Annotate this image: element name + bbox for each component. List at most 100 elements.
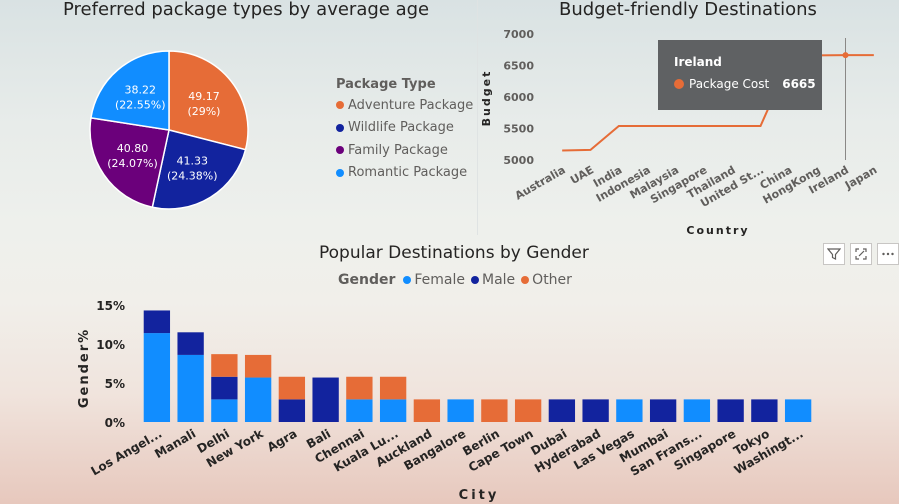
bar-segment-other[interactable] [481, 399, 508, 422]
bar-segment-female[interactable] [177, 354, 204, 422]
filter-icon [827, 248, 841, 260]
bar-segment-other[interactable] [413, 399, 441, 422]
bar-segment-male[interactable] [211, 376, 238, 400]
bar-legend-item-other[interactable]: Other [521, 272, 572, 288]
bar-segment-male[interactable] [717, 399, 744, 422]
focus-mode-icon [855, 248, 867, 260]
pie-slice-value-label: 49.17 [188, 90, 220, 103]
line-y-tick-label: 5000 [503, 154, 534, 167]
line-y-tick-label: 6000 [503, 91, 534, 104]
bar-segment-male[interactable] [751, 399, 778, 422]
bar-segment-male[interactable] [143, 310, 171, 334]
line-hover-point[interactable] [842, 52, 849, 59]
legend-dot [471, 276, 479, 284]
pie-slice-percent-label: (22.55%) [115, 98, 166, 111]
legend-label: Wildlife Package [348, 120, 454, 136]
bar-y-tick-label: 5% [105, 377, 125, 391]
bar-segment-female[interactable] [379, 399, 407, 422]
line-y-axis-title: Budget [480, 70, 493, 127]
bar-segment-other[interactable] [346, 376, 373, 400]
bar-legend-item-male[interactable]: Male [471, 272, 515, 288]
bar-segment-other[interactable] [244, 354, 272, 378]
bar-segment-female[interactable] [211, 399, 238, 422]
line-x-tick-label: UAE [568, 163, 596, 187]
legend-label: Adventure Package [348, 97, 474, 113]
pie-legend-title: Package Type [336, 77, 436, 92]
legend-label: Romantic Package [348, 165, 468, 181]
bar-segment-male[interactable] [278, 399, 306, 422]
legend-label: Male [482, 272, 516, 288]
bar-segment-male[interactable] [177, 332, 204, 355]
pie-legend-item-family-package[interactable]: Family Package [336, 139, 473, 162]
bar-segment-female[interactable] [447, 399, 474, 422]
line-chart-title: Budget-friendly Destinations [559, 0, 817, 20]
bar-legend: Gender Female Male Other [338, 272, 572, 288]
panel-divider [477, 0, 478, 235]
pie-legend-item-romantic-package[interactable]: Romantic Package [336, 162, 473, 185]
line-panel: Budget-friendly Destinations 5000 5500 600… [478, 0, 899, 240]
legend-dot [336, 101, 344, 110]
pie-panel: Preferred package types by average age 4… [0, 0, 476, 235]
bar-segment-male[interactable] [582, 399, 609, 422]
legend-label: Female [414, 272, 465, 288]
pie-slice-value-label: 41.33 [176, 155, 208, 168]
bar-segment-male[interactable] [649, 399, 677, 422]
bar-legend-title: Gender [338, 272, 396, 288]
bar-y-tick-label: 15% [96, 299, 125, 313]
tooltip-series-name: Package Cost [689, 77, 770, 91]
line-y-tick-label: 7000 [503, 28, 534, 41]
line-x-tick-label: Japan [842, 163, 879, 192]
bar-segment-other[interactable] [379, 376, 407, 400]
pie-legend: Package Type Adventure Package Wildlife P… [336, 77, 473, 184]
bar-segment-female[interactable] [683, 399, 711, 422]
line-y-tick-label: 5500 [503, 123, 534, 136]
bar-segment-female[interactable] [143, 333, 171, 422]
bar-panel: Popular Destinations by Gender Gender Fe… [0, 236, 899, 504]
tooltip-value: 6665 [782, 77, 816, 91]
bar-segment-other[interactable] [211, 354, 238, 377]
bar-x-tick-label: Los Angel... [88, 426, 164, 478]
pie-slice-percent-label: (29%) [187, 105, 220, 118]
legend-dot [336, 146, 344, 155]
pie-slice-value-label: 38.22 [124, 83, 156, 96]
filter-button[interactable] [823, 243, 845, 265]
pie-legend-item-adventure-package[interactable]: Adventure Package [336, 94, 473, 117]
bar-segment-female[interactable] [784, 399, 812, 422]
pie-slice-value-label: 40.80 [117, 142, 149, 155]
bar-segment-female[interactable] [346, 399, 373, 422]
pie-slice-romantic-package[interactable] [90, 50, 170, 131]
line-chart[interactable]: 5000 5500 6000 6500 7000 Budget Country Austral… [478, 0, 899, 240]
legend-label: Other [532, 272, 572, 288]
bar-x-axis-title: City [459, 488, 500, 503]
pie-legend-item-wildlife-package[interactable]: Wildlife Package [336, 117, 473, 140]
pie-slice-percent-label: (24.38%) [167, 170, 218, 183]
more-options-icon [882, 252, 894, 256]
pie-slice-percent-label: (24.07%) [107, 157, 158, 170]
legend-dot [521, 276, 530, 284]
tooltip: Ireland Package Cost 6665 [658, 40, 822, 110]
bar-y-tick-label: 10% [96, 338, 125, 352]
bar-segment-other[interactable] [514, 399, 542, 422]
pie-chart-title: Preferred package types by average age [63, 0, 430, 20]
line-x-tick-label: Australia [513, 163, 568, 202]
legend-dot [336, 168, 344, 177]
focus-mode-button[interactable] [850, 243, 872, 265]
pie-slice-family-package[interactable] [89, 117, 170, 209]
line-y-tick-label: 6500 [503, 60, 534, 73]
tooltip-country: Ireland [674, 55, 722, 69]
tooltip-series-dot [674, 79, 684, 89]
bar-segment-female[interactable] [616, 399, 643, 422]
bar-segment-male[interactable] [548, 399, 576, 422]
bar-legend-item-female[interactable]: Female [403, 272, 465, 288]
legend-label: Family Package [348, 142, 448, 158]
pie-slice-adventure-package[interactable] [168, 50, 249, 151]
pie-chart[interactable]: 49.17 (29%) 41.33 (24.38%) 40.80 (24.07%) 38.2… [0, 0, 300, 235]
bar-x-tick-label: Agra [265, 426, 300, 454]
bar-chart-title: Popular Destinations by Gender [319, 243, 589, 263]
pie-slice-wildlife-package[interactable] [151, 129, 247, 210]
bar-segment-other[interactable] [278, 376, 306, 400]
bar-segment-female[interactable] [244, 377, 272, 422]
legend-dot [403, 276, 412, 284]
bar-segment-male[interactable] [312, 377, 339, 422]
